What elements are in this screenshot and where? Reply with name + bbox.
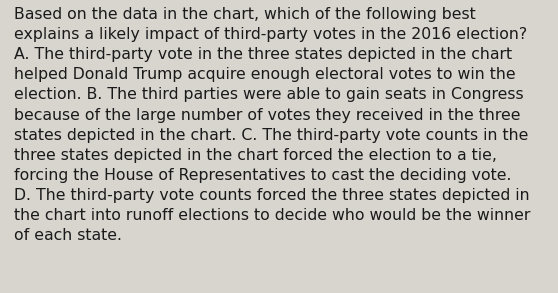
Text: Based on the data in the chart, which of the following best
explains a likely im: Based on the data in the chart, which of… bbox=[14, 7, 530, 243]
